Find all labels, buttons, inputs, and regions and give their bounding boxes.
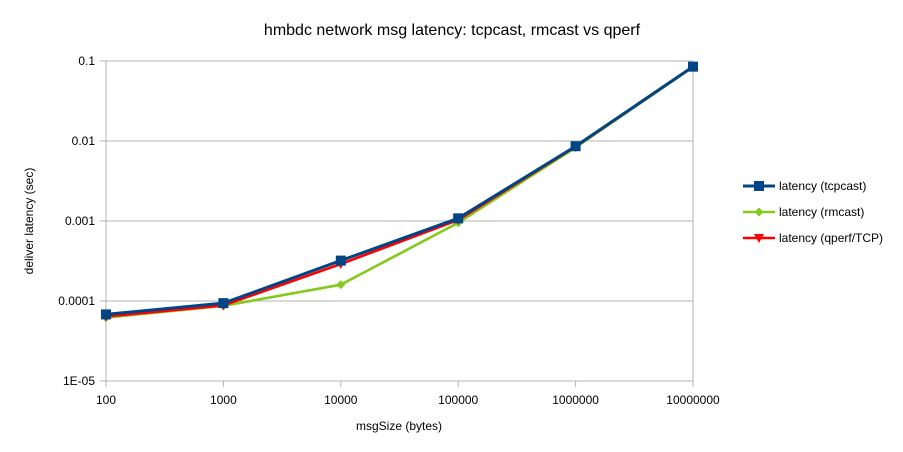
data-point bbox=[335, 255, 346, 266]
series-line bbox=[105, 65, 694, 319]
y-tick-label: 1E-05 bbox=[63, 374, 95, 388]
legend-marker bbox=[754, 207, 764, 217]
legend-label: latency (qperf/TCP) bbox=[779, 231, 883, 245]
data-point bbox=[336, 280, 346, 290]
series-2 bbox=[101, 62, 698, 322]
series-layer bbox=[101, 61, 698, 323]
x-tick-label: 10000 bbox=[324, 393, 358, 407]
series-line bbox=[105, 65, 694, 316]
series-line bbox=[105, 65, 694, 318]
y-axis-title: deliver latency (sec) bbox=[22, 168, 36, 275]
x-tick-label: 100000 bbox=[438, 393, 478, 407]
legend-marker bbox=[754, 181, 764, 191]
data-point bbox=[688, 61, 698, 72]
series-1 bbox=[101, 62, 698, 323]
y-axis-ticks: 1E-05 0.0001 0.001 0.01 0.1 bbox=[58, 54, 106, 388]
data-point bbox=[218, 298, 229, 309]
legend-marker bbox=[754, 234, 764, 243]
series-0 bbox=[101, 61, 698, 320]
x-axis-title: msgSize (bytes) bbox=[356, 419, 442, 433]
y-tick-label: 0.001 bbox=[65, 214, 95, 228]
y-tick-label: 0.0001 bbox=[58, 294, 95, 308]
y-tick-label: 0.01 bbox=[72, 134, 96, 148]
chart-title: hmbdc network msg latency: tcpcast, rmca… bbox=[264, 22, 641, 39]
y-tick-label: 0.1 bbox=[78, 54, 95, 68]
grid bbox=[106, 60, 693, 382]
legend-item: latency (rmcast) bbox=[743, 205, 864, 219]
x-tick-label: 1000 bbox=[210, 393, 237, 407]
legend: latency (tcpcast) latency (rmcast) latency… bbox=[743, 179, 883, 245]
x-tick-label: 1000000 bbox=[552, 393, 599, 407]
legend-item: latency (qperf/TCP) bbox=[743, 231, 883, 245]
x-tick-label: 100 bbox=[96, 393, 116, 407]
legend-item: latency (tcpcast) bbox=[743, 179, 866, 193]
data-point bbox=[453, 213, 464, 224]
x-tick-label: 10000000 bbox=[666, 393, 720, 407]
legend-label: latency (rmcast) bbox=[779, 205, 864, 219]
legend-label: latency (tcpcast) bbox=[779, 179, 866, 193]
x-axis-ticks: 100 1000 10000 100000 1000000 10000000 bbox=[96, 381, 720, 407]
data-point bbox=[570, 141, 581, 152]
data-point bbox=[101, 309, 111, 320]
